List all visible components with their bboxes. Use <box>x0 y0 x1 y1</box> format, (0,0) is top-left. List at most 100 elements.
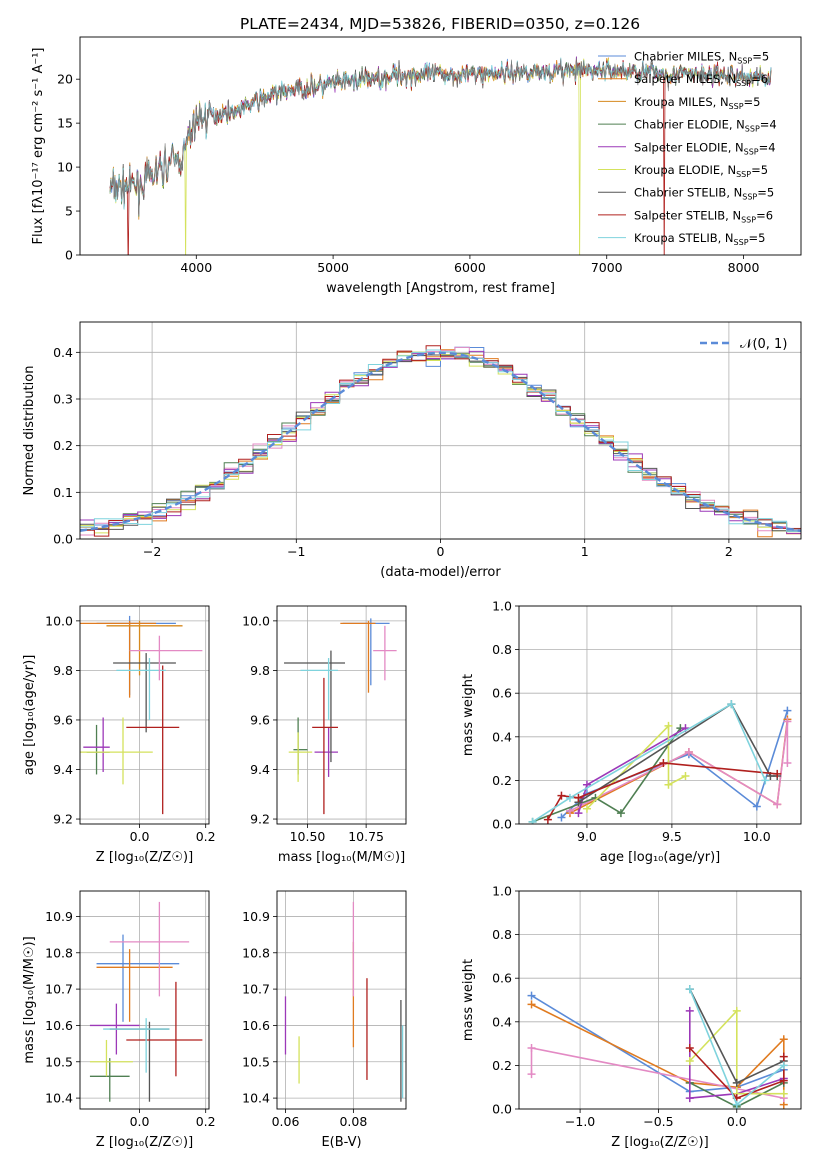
y-tick-label: 0.3 <box>53 392 73 407</box>
plus-marker <box>685 1043 694 1052</box>
plus-marker <box>527 1043 536 1052</box>
plus-marker <box>527 1070 536 1079</box>
legend: 𝒩(0, 1) <box>700 337 787 352</box>
x-tick-label: 0 <box>437 544 445 559</box>
plus-marker <box>779 1076 788 1085</box>
plus-marker <box>779 1052 788 1061</box>
errorbar-point <box>373 625 397 681</box>
axes-frame <box>276 605 407 825</box>
axes-frame <box>79 321 802 540</box>
legend-entry: Salpeter ELODIE, NSSP=4 <box>634 140 776 156</box>
x-axis-label: mass [log₁₀(M/M☉)] <box>278 850 405 865</box>
errorbar-point <box>314 727 338 777</box>
y-tick-label: 9.2 <box>250 812 270 827</box>
y-tick-label: 15 <box>57 116 73 131</box>
errorbar-point <box>80 717 153 785</box>
y-tick-label: 10.7 <box>45 982 73 997</box>
plus-marker <box>685 1006 694 1015</box>
plus-marker <box>574 793 583 802</box>
y-axis-label: Normed distribution <box>22 366 37 496</box>
errorbar-point <box>116 658 166 720</box>
weight-line-salpeter-elodie <box>689 1010 785 1099</box>
plus-marker <box>783 758 792 767</box>
y-tick-label: 0.8 <box>492 642 512 657</box>
axes-frame <box>79 890 210 1110</box>
x-tick-label: −0.5 <box>643 1114 673 1129</box>
plus-marker <box>574 809 583 818</box>
y-tick-label: 0.0 <box>492 817 512 832</box>
x-tick-label: 0.0 <box>727 1114 747 1129</box>
y-tick-label: 0.2 <box>492 773 512 788</box>
y-tick-label: 0.8 <box>492 927 512 942</box>
errorbar-point <box>96 934 180 1022</box>
y-tick-label: 1.0 <box>492 884 512 899</box>
x-tick-label: −1.0 <box>565 1114 595 1129</box>
plus-marker <box>527 1000 536 1009</box>
errorbar-point <box>312 677 338 815</box>
errorbar-point <box>86 724 110 775</box>
plus-marker <box>783 717 792 726</box>
errorbar-point <box>80 620 157 698</box>
plus-marker <box>773 769 782 778</box>
x-tick-label: 7000 <box>591 260 623 275</box>
y-tick-label: 1.0 <box>492 599 512 614</box>
y-axis-label: mass [log₁₀(M/M☉)] <box>22 936 37 1063</box>
errorbar-point <box>126 665 180 815</box>
x-tick-label: 1 <box>581 544 589 559</box>
panel-spectrum: 4000 5000 6000 7000 8000 0 5 10 15 20 wavelength [… <box>31 36 802 296</box>
y-axis-label: Flux [fλ10⁻¹⁷ erg cm⁻² s⁻¹ A⁻¹] <box>31 48 46 245</box>
errorbar-point <box>293 717 308 775</box>
errorbar-point <box>126 981 203 1077</box>
y-tick-label: 10.7 <box>242 982 270 997</box>
y-tick-label: 0.4 <box>53 345 73 360</box>
plus-marker <box>752 802 761 811</box>
plus-marker <box>557 813 566 822</box>
panel-weight-vs-age: 9.0 9.5 10.0 0.0 0.2 0.4 0.6 0.8 1.0 age [log₁₀(a… <box>461 599 802 865</box>
y-tick-label: 9.8 <box>53 663 73 678</box>
plus-marker <box>732 1006 741 1015</box>
x-tick-label: 10.50 <box>290 829 326 844</box>
plus-marker <box>685 985 694 994</box>
errorbar-point <box>96 615 176 696</box>
plus-marker <box>732 1078 741 1087</box>
y-tick-label: 0.0 <box>53 532 73 547</box>
histogram-kroupa-elodie <box>80 351 801 534</box>
plus-marker <box>664 780 673 789</box>
x-axis-label: age [log₁₀(age/yr)] <box>600 850 721 865</box>
x-axis-label: E(B-V) <box>321 1135 361 1150</box>
x-tick-label: 9.5 <box>662 829 682 844</box>
y-tick-label: 20 <box>57 72 73 87</box>
panel-mass-vs-z: 0.0 0.2 10.4 10.5 10.6 10.7 10.8 10.9 Z [log₁₀(Z… <box>22 890 216 1150</box>
y-tick-label: 10.0 <box>45 613 73 628</box>
plot-area <box>284 901 404 1102</box>
y-tick-label: 10.8 <box>45 945 73 960</box>
normal-reference-curve <box>80 351 801 532</box>
panel-age-vs-mass: 10.50 10.75 9.2 9.4 9.6 9.8 10.0 mass [log₁₀(M/… <box>242 605 407 865</box>
x-tick-label: 9.0 <box>577 829 597 844</box>
errorbar-point <box>109 901 190 997</box>
axes-frame <box>276 890 407 1110</box>
plus-marker <box>685 1094 694 1103</box>
y-tick-label: 10.5 <box>242 1054 270 1069</box>
x-tick-label: 0.06 <box>272 1114 300 1129</box>
x-tick-label: 10.75 <box>348 829 384 844</box>
x-axis-label: Z [log₁₀(Z/Z☉)] <box>611 1135 708 1150</box>
plus-marker <box>779 1089 788 1098</box>
x-tick-label: 5000 <box>317 260 349 275</box>
axes-frame <box>518 890 802 1110</box>
axes-frame <box>79 36 802 256</box>
errorbar-point <box>300 658 338 720</box>
errorbar-point <box>340 620 376 693</box>
plus-marker <box>684 748 693 757</box>
plot-area <box>89 901 203 1102</box>
errorbar-point <box>96 949 173 1022</box>
x-tick-label: 0.08 <box>339 1114 367 1129</box>
errorbar-point <box>89 1058 130 1102</box>
y-tick-label: 10 <box>57 160 73 175</box>
y-tick-label: 0.0 <box>492 1102 512 1117</box>
errorbar-point <box>89 1039 133 1077</box>
plus-marker <box>727 700 736 709</box>
plus-marker <box>664 721 673 730</box>
y-axis-label: age [log₁₀(age/yr)] <box>22 655 37 776</box>
observed-spectrum <box>109 58 772 216</box>
